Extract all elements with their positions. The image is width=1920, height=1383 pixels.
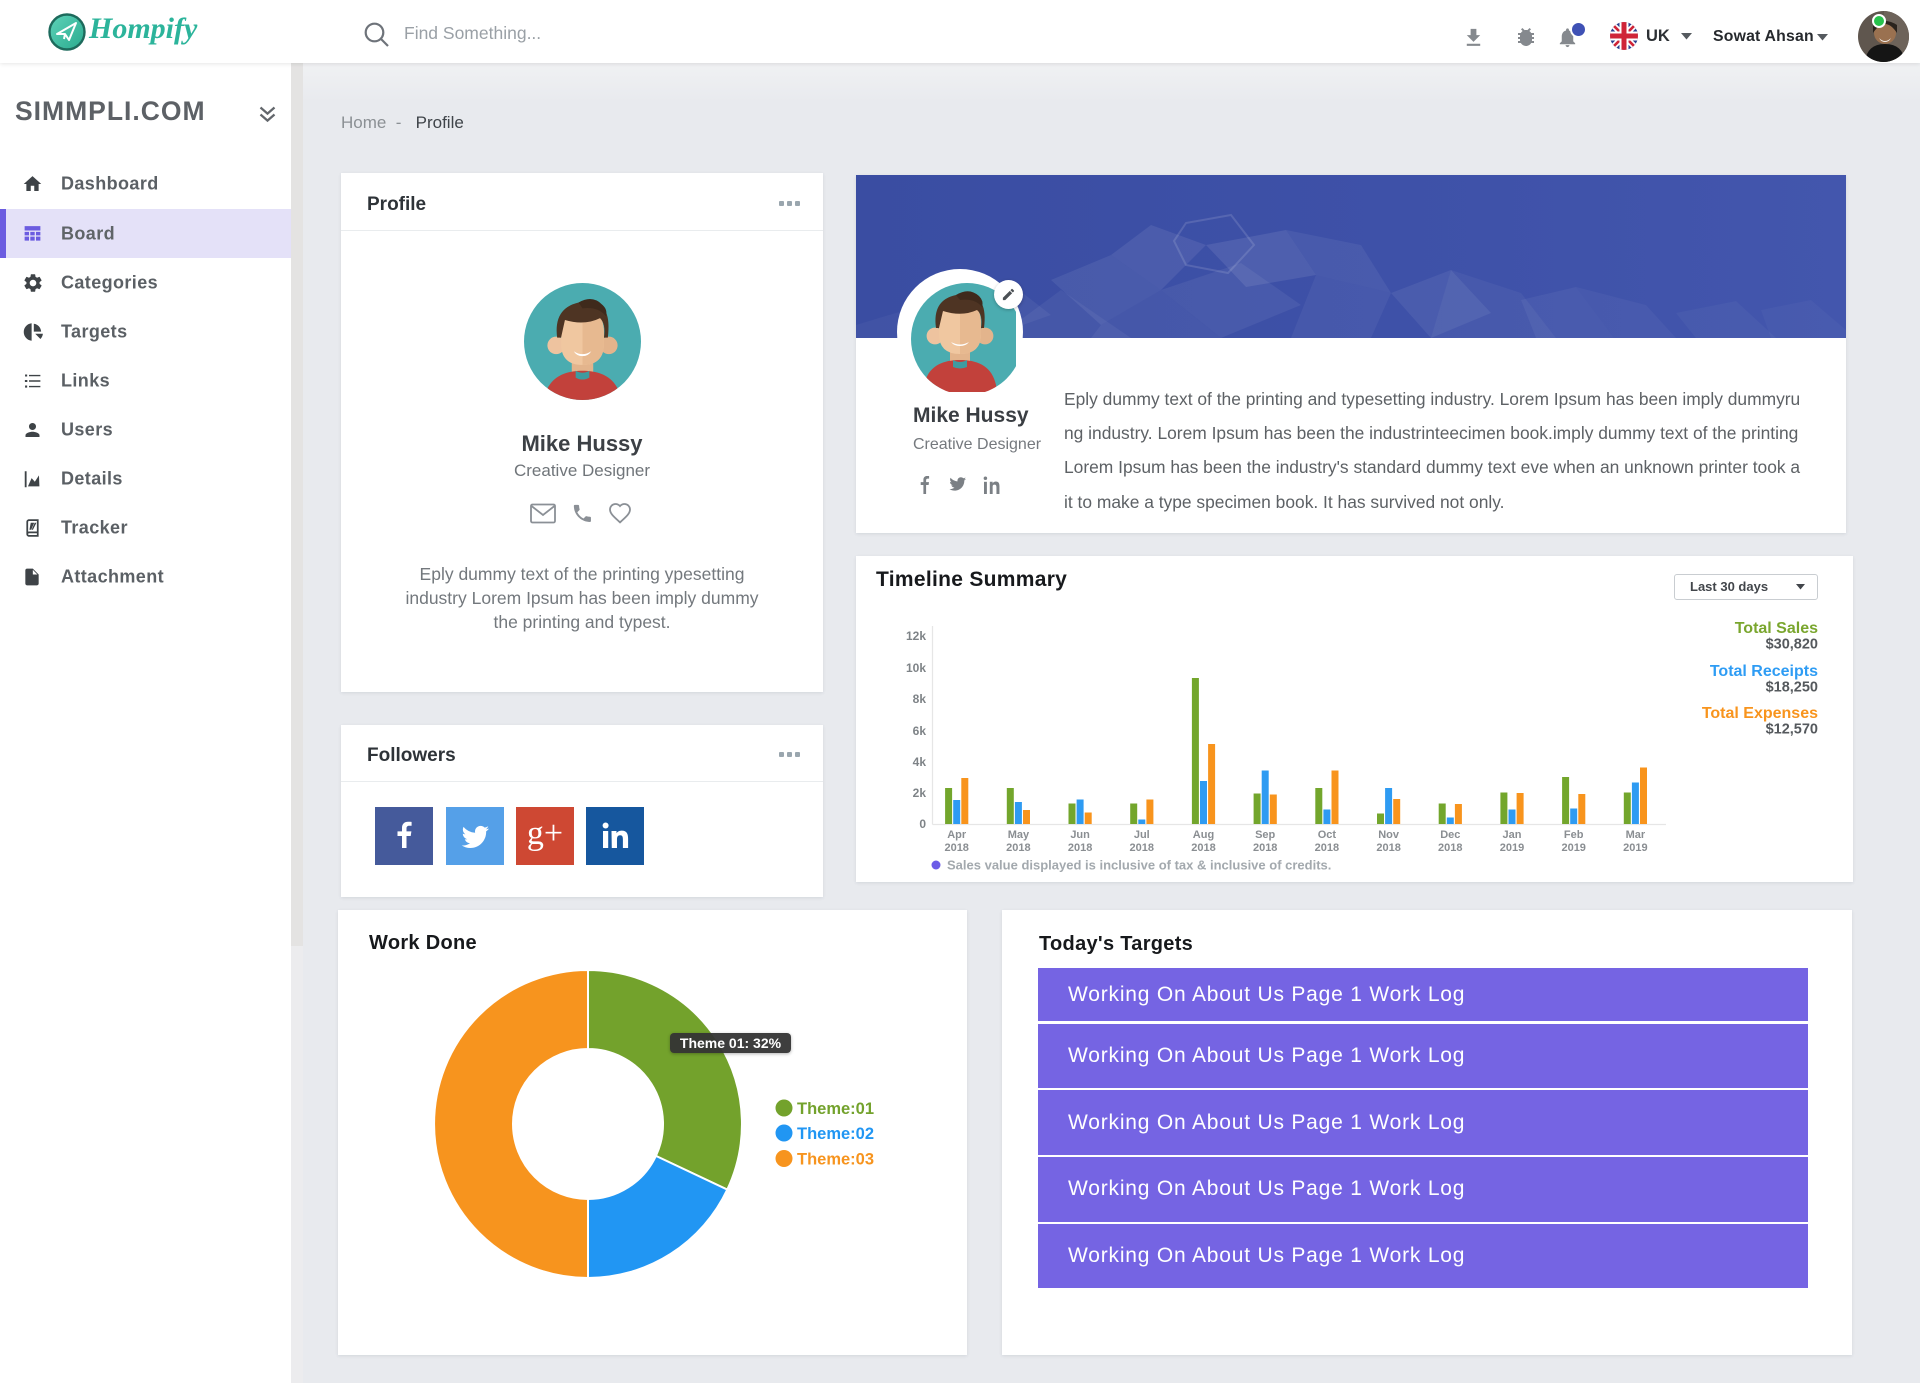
svg-text:10k: 10k xyxy=(906,661,926,675)
svg-text:Sales value displayed is inclu: Sales value displayed is inclusive of ta… xyxy=(947,858,1331,873)
svg-text:4k: 4k xyxy=(913,755,927,769)
svg-text:$18,250: $18,250 xyxy=(1766,680,1818,696)
svg-text:2k: 2k xyxy=(913,786,927,800)
svg-text:Feb: Feb xyxy=(1564,829,1584,841)
svg-text:2018: 2018 xyxy=(1253,842,1277,854)
svg-text:Dec: Dec xyxy=(1440,829,1460,841)
svg-text:2018: 2018 xyxy=(1315,842,1339,854)
svg-text:2018: 2018 xyxy=(1068,842,1092,854)
svg-text:2019: 2019 xyxy=(1500,842,1524,854)
svg-text:2018: 2018 xyxy=(1438,842,1462,854)
svg-text:Jul: Jul xyxy=(1134,829,1150,841)
svg-text:Oct: Oct xyxy=(1318,829,1337,841)
svg-text:May: May xyxy=(1008,829,1030,841)
svg-text:12k: 12k xyxy=(906,629,926,643)
svg-text:Jun: Jun xyxy=(1070,829,1090,841)
svg-text:Nov: Nov xyxy=(1378,829,1400,841)
svg-text:Total Sales: Total Sales xyxy=(1735,620,1818,637)
svg-text:2018: 2018 xyxy=(944,842,968,854)
svg-text:Theme:02: Theme:02 xyxy=(797,1125,874,1143)
svg-text:2018: 2018 xyxy=(1376,842,1400,854)
svg-text:2018: 2018 xyxy=(1130,842,1154,854)
svg-text:Apr: Apr xyxy=(947,829,967,841)
svg-text:2019: 2019 xyxy=(1623,842,1647,854)
svg-text:2018: 2018 xyxy=(1006,842,1030,854)
svg-text:Sep: Sep xyxy=(1255,829,1275,841)
svg-text:Mar: Mar xyxy=(1626,829,1646,841)
svg-text:Jan: Jan xyxy=(1503,829,1522,841)
svg-text:Theme:01: Theme:01 xyxy=(797,1100,874,1118)
svg-text:6k: 6k xyxy=(913,724,927,738)
svg-text:$12,570: $12,570 xyxy=(1766,722,1818,738)
svg-text:8k: 8k xyxy=(913,692,927,706)
svg-text:Total Receipts: Total Receipts xyxy=(1710,663,1818,680)
svg-text:2018: 2018 xyxy=(1191,842,1215,854)
svg-text:Theme:03: Theme:03 xyxy=(797,1151,874,1169)
svg-text:2019: 2019 xyxy=(1561,842,1585,854)
svg-text:Aug: Aug xyxy=(1193,829,1214,841)
svg-text:0: 0 xyxy=(919,817,926,831)
svg-text:$30,820: $30,820 xyxy=(1766,637,1818,653)
svg-text:Total Expenses: Total Expenses xyxy=(1702,705,1818,722)
